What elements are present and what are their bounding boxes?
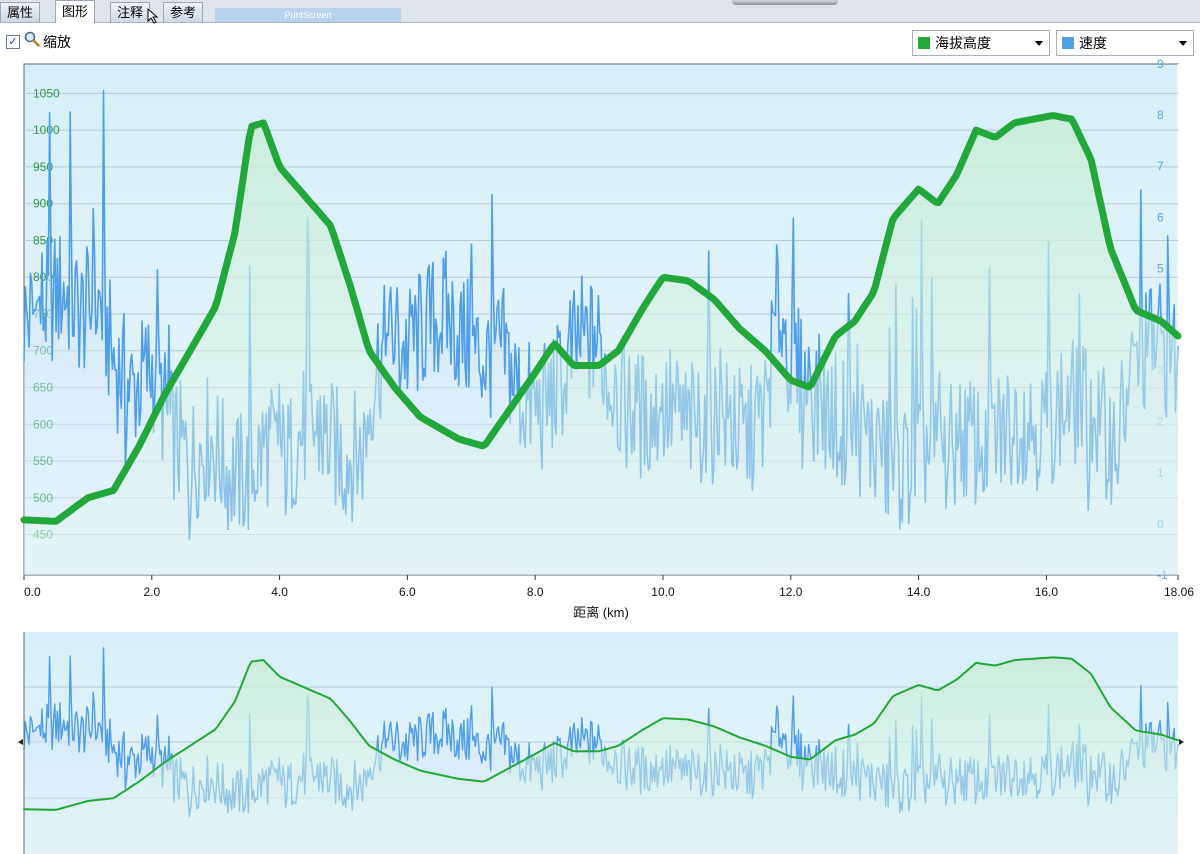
y-right-tick-label: 7 [1157, 159, 1164, 173]
tab-reference-label: 参考 [170, 5, 197, 20]
zoom-label: 缩放 [43, 34, 71, 50]
overview-elevation-line [23, 656, 1179, 811]
x-tick-label: 14.0 [907, 585, 931, 599]
elevation-area [24, 115, 1178, 575]
y-right-tick-label: 9 [1157, 57, 1164, 71]
overview-right-handle-icon [1179, 739, 1184, 745]
top-handle[interactable] [732, 0, 838, 5]
y-left-tick-label: 1050 [33, 86, 60, 100]
overview-left-handle-icon [18, 739, 23, 745]
x-tick-label: 0.0 [24, 585, 41, 599]
tab-bar: 属性 图形 注释 参考 PrintScreen [0, 0, 1200, 23]
magnifier-icon [24, 31, 40, 47]
tab-properties[interactable]: 属性 [0, 2, 41, 22]
chevron-down-icon [1035, 41, 1043, 46]
y-right-tick-label: 6 [1157, 210, 1164, 224]
x-tick-label: 8.0 [527, 585, 544, 599]
overview-elevation-area [24, 657, 1178, 854]
x-tick-label: 4.0 [271, 585, 288, 599]
tab-properties-label: 属性 [7, 5, 34, 20]
tab-notes-label: 注释 [117, 5, 144, 20]
series2-select-value: 速度 [1079, 35, 1107, 51]
tab-graph-label: 图形 [62, 4, 89, 19]
x-axis-label: 距离 (km) [573, 605, 629, 620]
zoom-checkbox[interactable]: ✓ [6, 35, 20, 49]
x-tick-label: 18.06 [1164, 585, 1194, 599]
elevation-swatch [918, 37, 930, 49]
x-tick-label: 10.0 [651, 585, 675, 599]
y-left-tick-label: 1000 [33, 123, 60, 137]
y-left-tick-label: 950 [33, 160, 53, 174]
tab-reference[interactable]: 参考 [163, 2, 204, 22]
y-right-tick-label: 5 [1157, 261, 1164, 275]
x-tick-label: 16.0 [1035, 585, 1059, 599]
series1-select-value: 海拔高度 [935, 35, 991, 51]
chevron-down-icon [1179, 41, 1187, 46]
elevation-line [20, 112, 1182, 525]
capture-overlay-label: PrintScreen [215, 8, 401, 22]
series2-select[interactable]: 速度 [1056, 30, 1194, 56]
speed-swatch [1062, 37, 1074, 49]
y-right-tick-label: 8 [1157, 108, 1164, 122]
x-tick-label: 2.0 [143, 585, 160, 599]
tab-graph[interactable]: 图形 [55, 0, 96, 23]
x-tick-label: 6.0 [399, 585, 416, 599]
series1-select[interactable]: 海拔高度 [912, 30, 1050, 56]
x-tick-label: 12.0 [779, 585, 803, 599]
